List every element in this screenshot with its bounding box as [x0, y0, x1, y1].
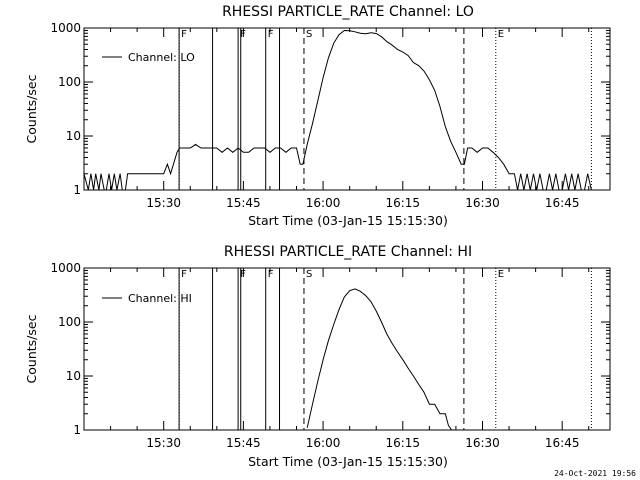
y-tick-label: 100 [58, 75, 81, 89]
event-marker-label: F [181, 29, 187, 40]
x-tick-label: 16:00 [306, 436, 341, 450]
chart-marks: FFFSE110100100015:3015:4516:0016:1516:30… [50, 21, 610, 210]
x-axis-label: Start Time (03-Jan-15 15:15:30) [248, 454, 448, 469]
x-tick-label: 16:30 [465, 196, 500, 210]
x-tick-label: 16:15 [385, 436, 420, 450]
x-tick-label: 16:15 [385, 196, 420, 210]
x-tick-label: 15:30 [146, 196, 181, 210]
event-marker-label: E [498, 29, 504, 40]
plot-frame [83, 27, 611, 191]
y-tick-label: 1000 [50, 21, 81, 35]
chart-panel-lo: RHESSI PARTICLE_RATE Channel: LO Start T… [24, 4, 611, 228]
y-tick-label: 100 [58, 315, 81, 329]
timestamp-stamp: 24-Oct-2021 19:56 [554, 469, 636, 478]
event-marker-label: F [181, 269, 187, 280]
chart-marks: FFFSE110100100015:3015:4516:0016:1516:30… [50, 261, 610, 450]
y-axis-label: Counts/sec [24, 74, 39, 143]
chart-title: RHESSI PARTICLE_RATE Channel: HI [224, 244, 472, 260]
x-tick-label: 15:30 [146, 436, 181, 450]
legend-label: Channel: HI [128, 292, 192, 305]
x-tick-label: 15:45 [226, 436, 261, 450]
event-marker-label: S [306, 29, 312, 40]
x-tick-label: 16:45 [545, 436, 580, 450]
series-line [306, 288, 453, 431]
x-tick-label: 16:45 [545, 196, 580, 210]
y-tick-label: 1 [73, 423, 81, 437]
y-tick-label: 10 [66, 369, 81, 383]
x-tick-label: 16:30 [465, 436, 500, 450]
chart-title: RHESSI PARTICLE_RATE Channel: LO [222, 4, 474, 20]
event-marker-label: E [498, 269, 504, 280]
y-tick-label: 1000 [50, 261, 81, 275]
series-line [83, 29, 592, 191]
x-tick-label: 15:45 [226, 196, 261, 210]
event-marker-label: F [268, 29, 274, 40]
event-marker-label: S [306, 269, 312, 280]
y-tick-label: 1 [73, 183, 81, 197]
y-axis-label: Counts/sec [24, 314, 39, 383]
plot-frame [83, 267, 611, 431]
chart-panel-hi: RHESSI PARTICLE_RATE Channel: HI Start T… [24, 244, 611, 469]
x-axis-label: Start Time (03-Jan-15 15:15:30) [248, 213, 448, 228]
y-tick-label: 10 [66, 129, 81, 143]
legend-label: Channel: LO [128, 51, 195, 64]
event-marker-label: F [268, 269, 274, 280]
x-tick-label: 16:00 [306, 196, 341, 210]
